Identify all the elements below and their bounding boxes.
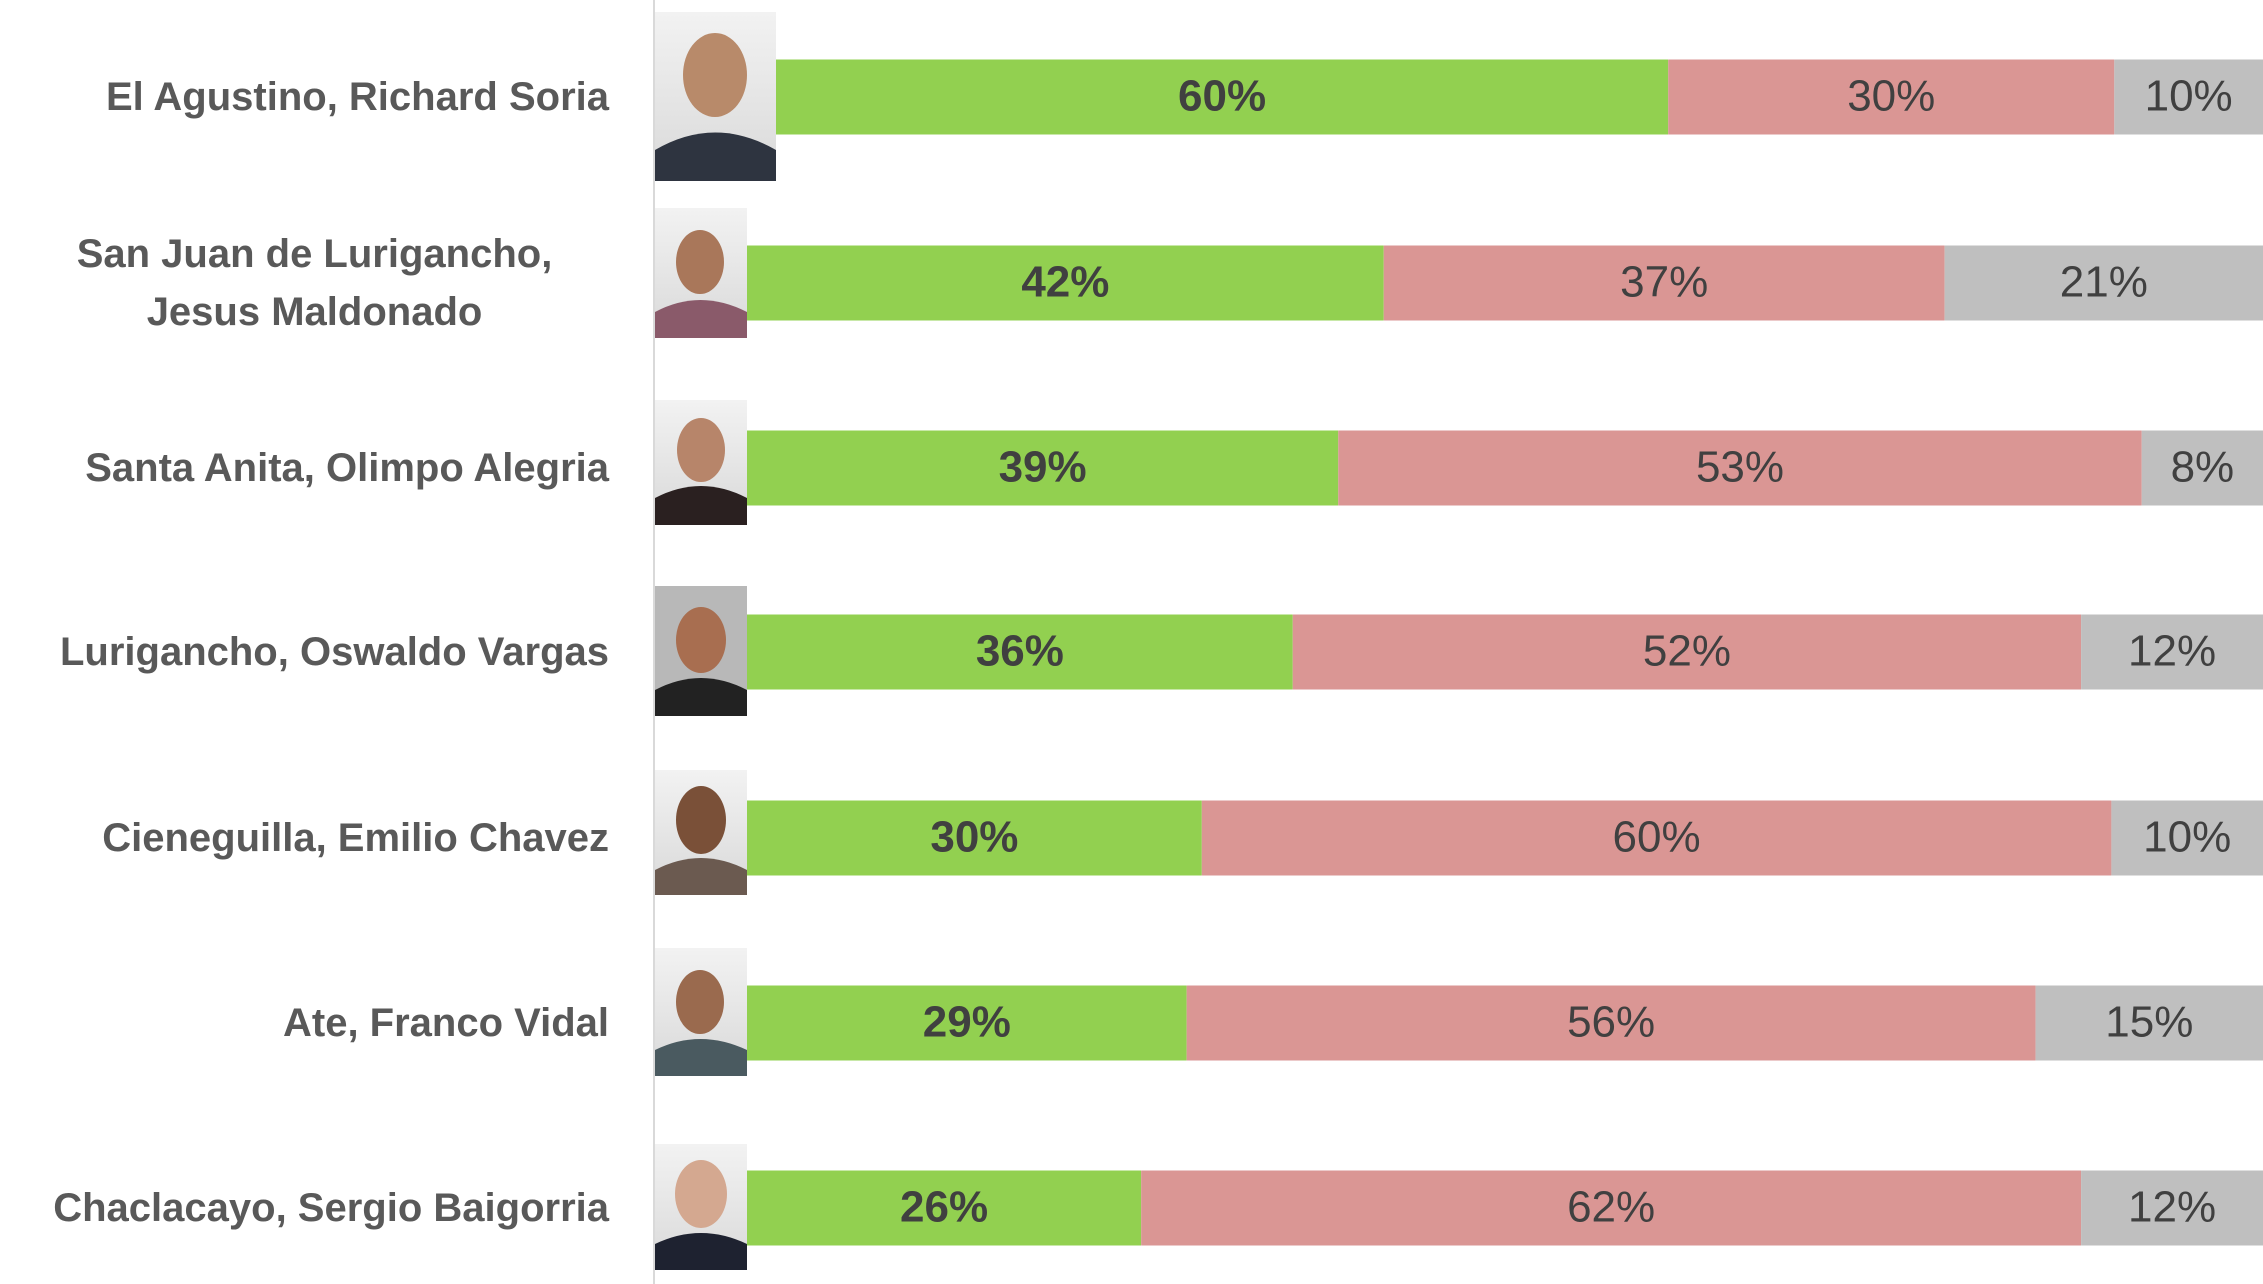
category-label: Cieneguilla, Emilio Chavez xyxy=(102,816,609,860)
value-label: 12% xyxy=(2128,627,2216,676)
photos xyxy=(655,12,776,1270)
bar-segment xyxy=(2081,614,2263,690)
value-label: 53% xyxy=(1696,443,1784,492)
bar-segment xyxy=(747,614,1293,690)
category-label: Lurigancho, Oswaldo Vargas xyxy=(59,630,609,674)
value-label: 10% xyxy=(2145,72,2233,121)
value-label: 37% xyxy=(1620,258,1708,307)
value-label: 56% xyxy=(1567,998,1655,1047)
bar-segment xyxy=(747,245,1384,321)
value-label: 36% xyxy=(976,627,1064,676)
bar-segment xyxy=(2114,59,2263,135)
category-label: Chaclacayo, Sergio Baigorria xyxy=(53,1186,609,1230)
value-label: 42% xyxy=(1021,258,1109,307)
bar-segment xyxy=(1201,800,2112,876)
value-label: 30% xyxy=(930,813,1018,862)
value-label: 60% xyxy=(1613,813,1701,862)
bar-segment xyxy=(1944,245,2263,321)
bar-segment xyxy=(747,430,1339,506)
photo xyxy=(655,1144,747,1270)
value-label: 52% xyxy=(1643,627,1731,676)
bar-segment xyxy=(2141,430,2263,506)
bar-segment xyxy=(2111,800,2263,876)
value-label: 8% xyxy=(2171,443,2235,492)
category-label: San Juan de Lurigancho, Jesus Maldonado xyxy=(76,232,553,334)
bar-segment xyxy=(1338,430,2142,506)
value-label: 26% xyxy=(900,1183,988,1232)
bar-segment xyxy=(2035,985,2263,1061)
photo xyxy=(655,948,747,1076)
category-label: El Agustino, Richard Soria xyxy=(105,75,609,119)
value-label: 12% xyxy=(2128,1183,2216,1232)
bar-segment xyxy=(1141,1170,2082,1246)
bar-segment xyxy=(776,59,1669,135)
bar-segment xyxy=(747,800,1202,876)
value-label: 39% xyxy=(999,443,1087,492)
photo xyxy=(655,400,747,525)
category-label: Ate, Franco Vidal xyxy=(282,1001,609,1045)
photo xyxy=(655,208,747,338)
value-label: 10% xyxy=(2143,813,2231,862)
photo xyxy=(655,586,747,716)
value-label: 30% xyxy=(1847,72,1935,121)
bar-segment xyxy=(747,985,1187,1061)
category-label: Santa Anita, Olimpo Alegria xyxy=(85,446,609,490)
bar-segment xyxy=(1668,59,2115,135)
photo xyxy=(655,770,747,895)
bar-segment xyxy=(2081,1170,2263,1246)
bar-segment xyxy=(1186,985,2036,1061)
bar-segment xyxy=(1383,245,1945,321)
bar-segment xyxy=(747,1170,1142,1246)
photo xyxy=(655,12,776,181)
bar-segment xyxy=(1292,614,2082,690)
value-label: 21% xyxy=(2060,258,2148,307)
value-label: 15% xyxy=(2105,998,2193,1047)
value-label: 60% xyxy=(1178,72,1266,121)
value-label: 62% xyxy=(1567,1183,1655,1232)
value-label: 29% xyxy=(923,998,1011,1047)
